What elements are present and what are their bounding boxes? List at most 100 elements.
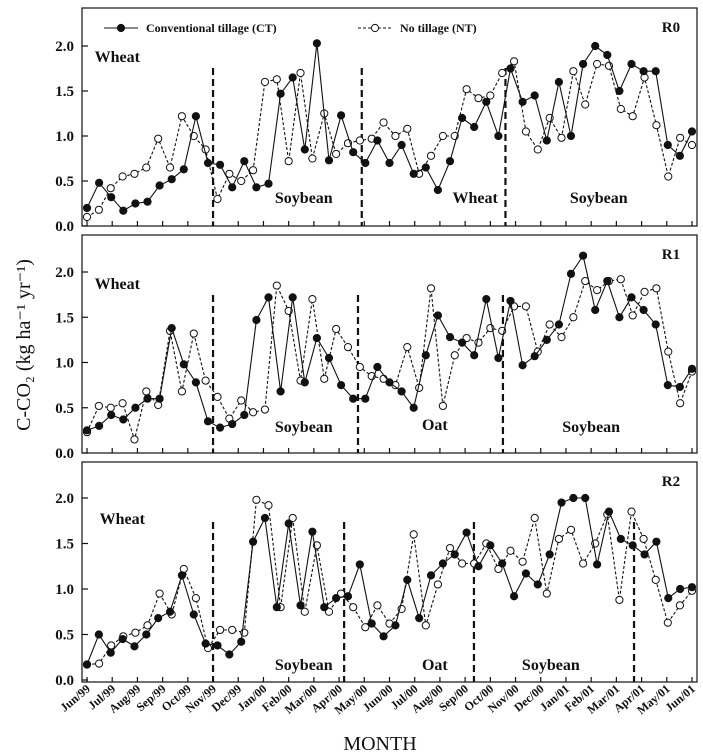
ct-series-point	[592, 560, 602, 569]
ct-series-point	[119, 415, 128, 424]
ct-series-point	[300, 378, 309, 387]
ct-series-point	[462, 528, 471, 537]
ct-series-point	[143, 394, 152, 403]
nt-series-point	[213, 194, 222, 204]
ct-series-point	[433, 311, 442, 320]
nt-series-point	[272, 281, 281, 290]
nt-series-point	[521, 302, 531, 311]
ct-series-point	[82, 426, 92, 435]
ct-series-point	[676, 584, 685, 594]
nt-series-point	[557, 133, 566, 142]
nt-series-point	[445, 543, 455, 553]
ct-series-point	[518, 97, 527, 106]
ct-series-point	[397, 140, 406, 150]
ct-series-point	[264, 179, 273, 188]
nt-series-point	[361, 623, 370, 632]
ct-series-point	[203, 417, 213, 426]
y-tick-label: 0.5	[55, 174, 74, 190]
ct-series-point	[409, 403, 418, 412]
ct-series-point	[361, 394, 370, 403]
ct-series-point	[486, 541, 495, 550]
ct-series-point	[415, 614, 424, 623]
crop-label: Soybean	[275, 190, 333, 207]
ct-series-point	[687, 364, 697, 373]
nt-series-point	[664, 347, 673, 356]
y-tick-label: 2.0	[55, 265, 74, 281]
nt-series-point	[566, 525, 576, 534]
ct-series-point	[557, 498, 566, 507]
ct-series-point	[167, 324, 176, 333]
ct-series-point	[337, 381, 346, 390]
ct-series-point	[216, 160, 225, 169]
nt-series-point	[107, 641, 116, 650]
ct-series-point	[95, 421, 104, 430]
ct-series-point	[107, 410, 116, 420]
nt-series-point	[264, 501, 273, 510]
ct-series-point	[373, 136, 382, 145]
crop-label: Wheat	[100, 511, 146, 528]
crop-label: Wheat	[453, 190, 499, 207]
ct-series-point	[687, 127, 697, 136]
ct-series-point	[308, 527, 317, 536]
nt-series-point	[639, 534, 648, 544]
nt-series-point	[260, 77, 270, 87]
nt-series-point	[94, 205, 103, 214]
nt-series-point	[652, 284, 661, 293]
legend-ct-marker	[116, 23, 126, 33]
nt-series-point	[533, 145, 542, 154]
nt-series-point	[664, 172, 673, 181]
nt-series-point	[687, 140, 697, 150]
ct-series-point	[288, 293, 297, 302]
nt-series-point	[494, 564, 503, 574]
nt-series-point	[433, 580, 442, 589]
ct-series-point	[616, 534, 625, 544]
ct-series-point	[664, 594, 673, 603]
nt-series-point	[142, 163, 151, 172]
nt-series-point	[530, 513, 539, 523]
nt-series-point	[165, 163, 175, 172]
ct-series-point	[276, 89, 285, 98]
ct-series-point	[167, 175, 176, 184]
ct-series-point	[675, 151, 685, 160]
nt-series-point	[106, 403, 115, 412]
nt-series-point	[131, 628, 140, 637]
ct-series-point	[82, 203, 92, 213]
ct-series-point	[95, 178, 104, 187]
y-tick-label: 1.0	[55, 129, 74, 145]
nt-series-point	[248, 166, 258, 175]
nt-series-point	[216, 625, 225, 635]
ct-series-point	[603, 50, 612, 60]
nt-series-point	[474, 94, 483, 103]
ct-series-point	[228, 183, 237, 192]
ct-series-point	[240, 410, 249, 420]
ct-series-point	[651, 320, 660, 329]
nt-series-point	[143, 621, 152, 630]
ct-series-point	[373, 362, 382, 372]
ct-series-point	[506, 296, 515, 306]
nt-series-point	[616, 275, 625, 284]
nt-series-line	[86, 60, 693, 218]
ct-series-point	[627, 293, 636, 302]
ct-series-point	[349, 148, 358, 157]
ct-series-point	[191, 112, 200, 121]
ct-series-point	[119, 206, 128, 215]
nt-series-point	[118, 172, 127, 181]
nt-series-point	[106, 184, 115, 193]
ct-series-point	[131, 403, 140, 412]
ct-series-point	[189, 610, 198, 619]
ct-series-point	[252, 315, 261, 325]
ct-series-point	[521, 569, 531, 578]
nt-series-point	[663, 618, 672, 627]
nt-series-point	[82, 212, 92, 222]
ct-series-point	[421, 351, 430, 360]
ct-series-point	[248, 537, 258, 546]
nt-series-point	[409, 530, 418, 539]
ct-series-point	[494, 353, 503, 363]
nt-series-point	[308, 295, 317, 304]
ct-series-point	[569, 493, 578, 503]
nt-series-point	[554, 534, 564, 544]
nt-series-point	[252, 495, 261, 504]
ct-series-point	[438, 559, 447, 568]
ct-series-point	[506, 64, 515, 73]
nt-series-point	[225, 169, 234, 178]
